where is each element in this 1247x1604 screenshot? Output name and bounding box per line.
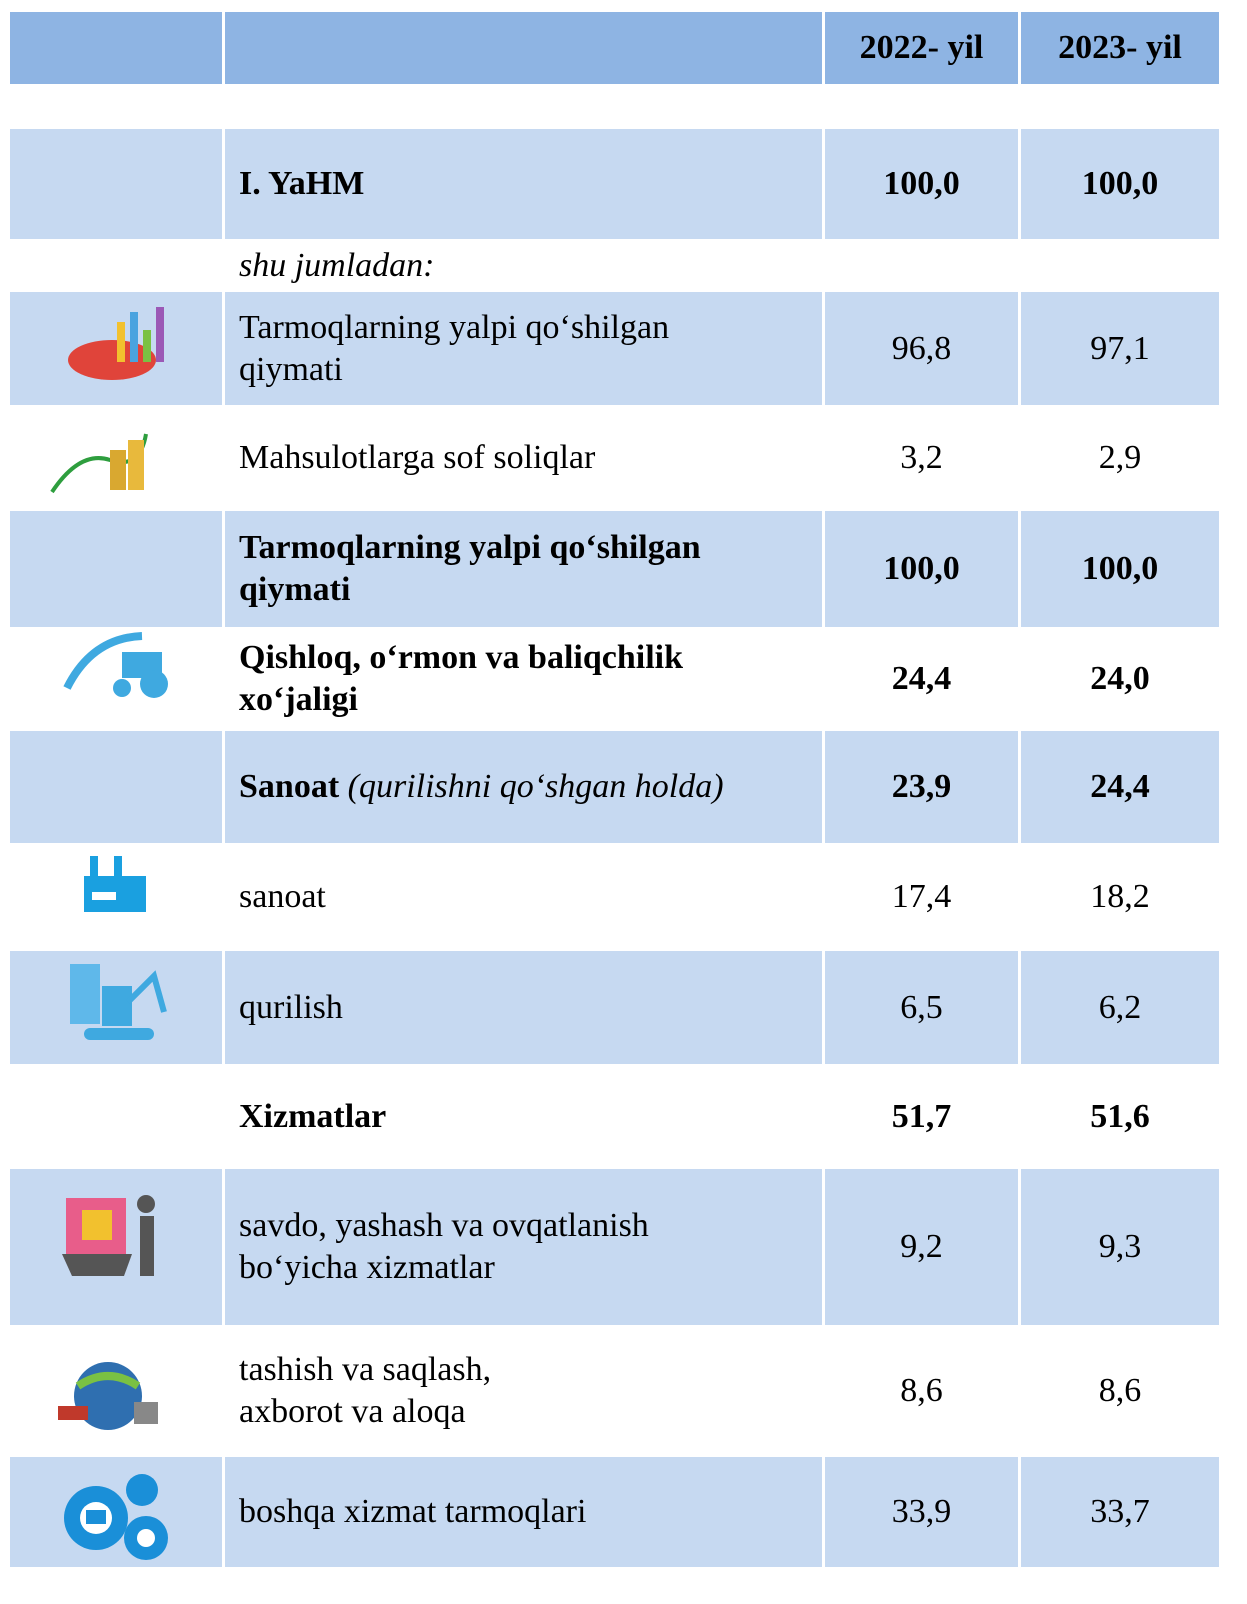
label-line: Tarmoqlarning yalpi qo‘shilgan <box>239 307 669 349</box>
value-cell: 23,9 <box>825 731 1018 843</box>
label-text: sanoat <box>239 878 326 915</box>
value-cell: 8,6 <box>1098 1372 1142 1409</box>
globe-icon <box>58 1362 158 1430</box>
value-cell: 97,1 <box>1021 292 1219 405</box>
label-text: shu jumladan: <box>239 247 435 284</box>
coins-icon <box>50 433 148 494</box>
row-label: Qishloq, o‘rmon va baliqchilik xo‘jaligi <box>225 629 822 728</box>
label-line: boshqa xizmat tarmoqlari <box>239 1491 586 1533</box>
label-text: Tarmoqlarning yalpi qo‘shilgan <box>239 529 701 566</box>
value-cell: 6,5 <box>825 951 1018 1064</box>
label-text: axborot va aloqa <box>239 1393 466 1430</box>
value-cell: 51,7 <box>891 1098 952 1135</box>
value-cell: 51,6 <box>1090 1098 1150 1135</box>
row-label: boshqa xizmat tarmoqlari <box>225 1457 822 1567</box>
row-label: qurilish <box>225 951 822 1064</box>
value-cell: 3,2 <box>900 439 943 476</box>
label-text: Mahsulotlarga sof soliqlar <box>239 439 596 476</box>
shopping-icon <box>62 1195 155 1276</box>
value-cell: 100,0 <box>1021 511 1219 627</box>
label-text: Tarmoqlarning yalpi qo‘shilgan <box>239 308 670 346</box>
label-line: I. YaHM <box>239 163 364 205</box>
value-cell: 8,6 <box>900 1372 943 1409</box>
label-line: sanoat <box>239 876 326 918</box>
icon-cell <box>10 129 222 239</box>
label-text: xo‘jaligi <box>239 680 358 718</box>
label-line: shu jumladan: <box>239 245 435 287</box>
label-line: bo‘yicha xizmatlar <box>239 1247 495 1289</box>
value-cell: 9,2 <box>825 1169 1018 1325</box>
value-cell: 33,7 <box>1021 1457 1219 1567</box>
label-line: qiymati <box>239 569 350 611</box>
label-line: xo‘jaligi <box>239 679 358 721</box>
label-line: axborot va aloqa <box>239 1391 466 1433</box>
label-line: Sanoat (qurilishni qo‘shgan holda) <box>239 766 724 808</box>
label-text: I. YaHM <box>239 165 365 202</box>
header-cell <box>225 12 822 84</box>
column-header: 2023- yil <box>1021 12 1219 84</box>
label-line: Xizmatlar <box>239 1096 386 1138</box>
construction-icon <box>70 964 167 1040</box>
label-line: qurilish <box>239 987 343 1029</box>
value-cell: 100,0 <box>1021 129 1219 239</box>
row-label: sanoat <box>225 846 822 948</box>
value-cell: 100,0 <box>825 511 1018 627</box>
label-text: Qishloq, o‘rmon va baliqchilik <box>239 638 683 676</box>
label-line: Qishloq, o‘rmon va baliqchilik <box>239 637 683 679</box>
value-cell: 6,2 <box>1021 951 1219 1064</box>
row-label: tashish va saqlash, axborot va aloqa <box>225 1328 822 1454</box>
row-label: savdo, yashash va ovqatlanish bo‘yicha xi… <box>225 1169 822 1325</box>
value-cell <box>825 242 1018 290</box>
column-header: 2022- yil <box>825 12 1018 84</box>
label-line: Tarmoqlarning yalpi qo‘shilgan <box>239 527 701 569</box>
value-cell: 24,4 <box>891 659 952 697</box>
value-cell: 2,9 <box>1098 439 1142 476</box>
value-cell: 18,2 <box>1090 878 1150 915</box>
icon-cell <box>10 242 222 290</box>
value-cell: 100,0 <box>825 129 1018 239</box>
row-label: Tarmoqlarning yalpi qo‘shilgan qiymati <box>225 292 822 405</box>
value-cell: 24,4 <box>1021 731 1219 843</box>
label-text: (qurilishni qo‘shgan holda) <box>347 768 724 805</box>
label-line: qiymati <box>239 349 343 391</box>
row-label: Tarmoqlarning yalpi qo‘shilgan qiymati <box>225 511 822 627</box>
chart-icon <box>68 307 164 380</box>
factory-icon <box>84 856 146 912</box>
icon-cell <box>10 511 222 627</box>
row-label: Mahsulotlarga sof soliqlar <box>225 408 822 508</box>
label-text: Xizmatlar <box>239 1098 387 1135</box>
value-cell: 24,0 <box>1090 659 1150 697</box>
label-text: qiymati <box>239 350 343 388</box>
label-text: boshqa xizmat tarmoqlari <box>239 1493 587 1530</box>
row-label: I. YaHM <box>225 129 822 239</box>
row-label: shu jumladan: <box>225 242 822 290</box>
value-cell: 17,4 <box>891 878 952 915</box>
label-line: tashish va saqlash, <box>239 1349 491 1391</box>
tractor-icon <box>63 632 168 698</box>
label-text: savdo, yashash va ovqatlanish <box>239 1207 649 1244</box>
row-label: Sanoat (qurilishni qo‘shgan holda) <box>225 731 822 843</box>
icon-cell <box>10 731 222 843</box>
value-cell: 9,3 <box>1021 1169 1219 1325</box>
row-label: Xizmatlar <box>225 1067 822 1167</box>
label-text: qurilish <box>239 988 343 1026</box>
icon-cell <box>10 1067 222 1167</box>
header-cell <box>10 12 222 84</box>
label-text: qiymati <box>239 571 351 608</box>
label-line: Mahsulotlarga sof soliqlar <box>239 437 595 479</box>
label-text: bo‘yicha xizmatlar <box>239 1249 495 1286</box>
gears-icon <box>64 1474 168 1560</box>
label-text: Sanoat <box>239 768 340 805</box>
value-cell: 33,9 <box>825 1457 1018 1567</box>
value-cell: 96,8 <box>825 292 1018 405</box>
label-line: savdo, yashash va ovqatlanish <box>239 1205 649 1247</box>
value-cell <box>1021 242 1219 290</box>
label-text: tashish va saqlash, <box>239 1351 492 1388</box>
